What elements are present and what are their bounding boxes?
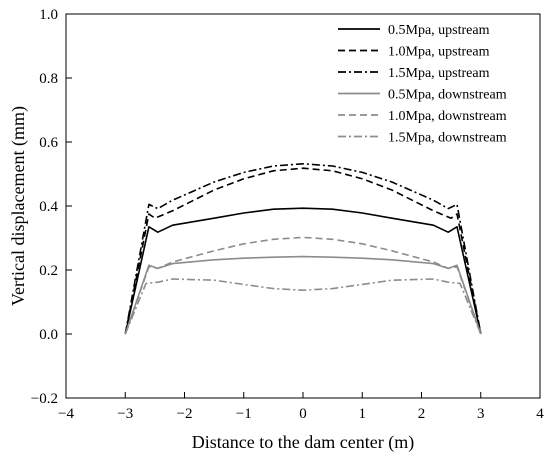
y-axis-title: Vertical displacement (mm) [8, 106, 29, 306]
x-tick-label: 0 [299, 406, 307, 422]
y-tick-label: 0.6 [39, 135, 58, 151]
x-tick-label: 3 [477, 406, 485, 422]
y-tick-label: 0.4 [39, 199, 58, 215]
y-tick-label: 1.0 [39, 7, 58, 23]
axis-tick-labels: −4 −3 −2 −1 0 1 2 3 4 −0.2 0.0 0.2 0.4 0.6 0.8 1.0 [31, 7, 544, 422]
y-tick-label: 0.8 [39, 71, 58, 87]
series-line-4 [124, 255, 482, 335]
legend-label: 0.5Mpa, upstream [388, 23, 490, 38]
series-line-6 [124, 278, 482, 335]
y-tick-label: 0.2 [39, 263, 58, 279]
series-line-3 [124, 163, 482, 335]
legend-label: 1.5Mpa, downstream [388, 131, 507, 146]
legend-label: 1.0Mpa, upstream [388, 45, 490, 60]
legend-label: 0.5Mpa, downstream [388, 88, 507, 103]
x-tick-label: −4 [58, 406, 74, 422]
x-tick-label: 1 [359, 406, 367, 422]
y-tick-label: −0.2 [31, 391, 58, 407]
x-tick-label: −2 [177, 406, 193, 422]
x-tick-label: 4 [536, 406, 544, 422]
legend-label: 1.5Mpa, upstream [388, 66, 490, 81]
legend: 0.5Mpa, upstream 1.0Mpa, upstream 1.5Mpa, … [338, 23, 507, 146]
axis-ticks [65, 13, 541, 399]
series-line-1 [124, 207, 482, 335]
x-tick-label: −3 [117, 406, 133, 422]
legend-label: 1.0Mpa, downstream [388, 109, 507, 124]
y-tick-label: 0.0 [39, 327, 58, 343]
x-tick-label: 2 [418, 406, 426, 422]
x-tick-label: −1 [236, 406, 252, 422]
series-lines [124, 163, 482, 335]
series-line-2 [124, 167, 482, 335]
series-line-5 [124, 236, 482, 335]
x-axis-title: Distance to the dam center (m) [192, 432, 414, 453]
